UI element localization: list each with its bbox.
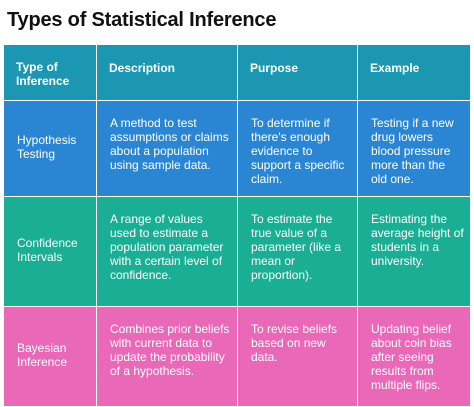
header-purpose: Purpose [237,44,358,101]
cell-type: Confidence Intervals [3,196,97,307]
inference-table: Type of Inference Description Purpose Ex… [3,44,471,407]
header-type-of-inference: Type of Inference [3,44,97,101]
table-header-row: Type of Inference Description Purpose Ex… [3,44,471,101]
cell-example: Estimating the average height of student… [357,196,471,307]
cell-purpose: To revise beliefs based on new data. [237,306,358,407]
cell-example: Testing if a new drug lowers blood press… [357,100,471,197]
table-row-confidence-intervals: Confidence Intervals A range of values u… [3,196,471,307]
page-title: Types of Statistical Inference [7,9,277,31]
cell-example: Updating belief about coin bias after se… [357,306,471,407]
header-example: Example [357,44,471,101]
cell-description: Combines prior beliefs with current data… [96,306,238,407]
cell-description: A range of values used to estimate a pop… [96,196,238,307]
cell-purpose: To determine if there's enough evidence … [237,100,358,197]
cell-description: A method to test assumptions or claims a… [96,100,238,197]
header-description: Description [96,44,238,101]
table-row-bayesian-inference: Bayesian Inference Combines prior belief… [3,306,471,407]
table-row-hypothesis-testing: Hypothesis Testing A method to test assu… [3,100,471,197]
cell-type: Hypothesis Testing [3,100,97,197]
cell-purpose: To estimate the true value of a paramete… [237,196,358,307]
cell-type: Bayesian Inference [3,306,97,407]
